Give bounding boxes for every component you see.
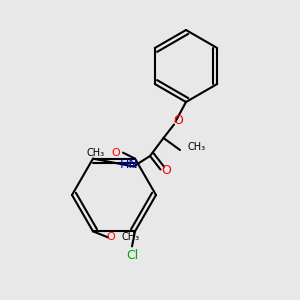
Text: O: O bbox=[174, 113, 183, 127]
Text: O: O bbox=[111, 148, 120, 158]
Text: O: O bbox=[162, 164, 171, 178]
Text: CH₃: CH₃ bbox=[188, 142, 206, 152]
Text: HN: HN bbox=[120, 158, 138, 172]
Text: CH₃: CH₃ bbox=[122, 232, 140, 242]
Text: O: O bbox=[106, 232, 116, 242]
Text: Cl: Cl bbox=[126, 249, 138, 262]
Text: CH₃: CH₃ bbox=[87, 148, 105, 158]
